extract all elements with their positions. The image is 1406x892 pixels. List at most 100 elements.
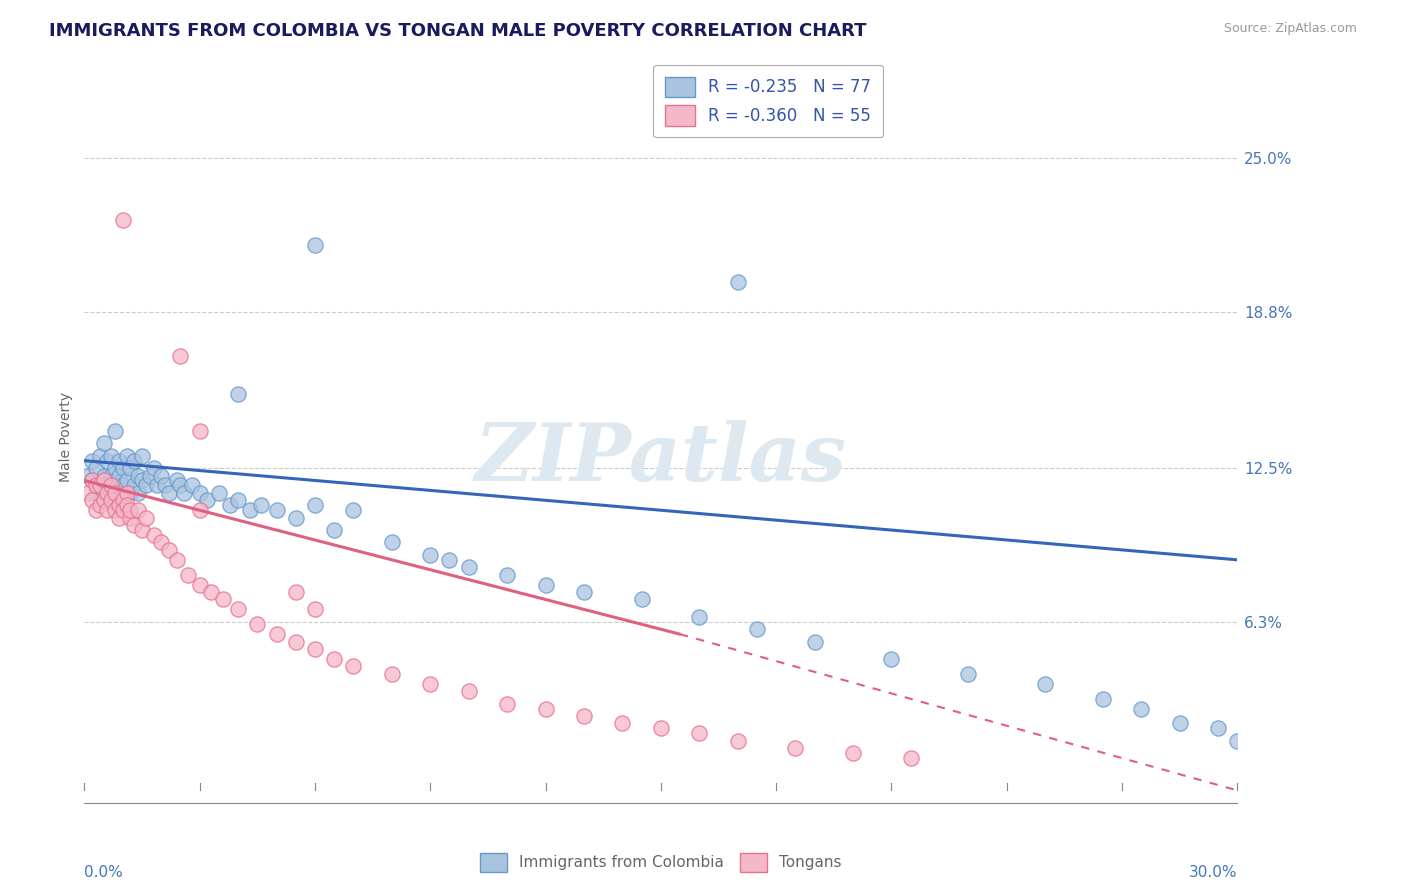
Point — [284, 510, 307, 524]
Point — [157, 542, 180, 557]
Legend: Immigrants from Colombia, Tongans: Immigrants from Colombia, Tongans — [474, 847, 848, 878]
Point — [127, 503, 149, 517]
Point — [419, 677, 441, 691]
Point — [80, 474, 103, 488]
Point — [89, 449, 111, 463]
Point — [188, 486, 211, 500]
Point — [120, 510, 142, 524]
Point — [135, 510, 157, 524]
Point — [785, 741, 807, 756]
Point — [100, 449, 122, 463]
Point — [111, 478, 134, 492]
Point — [496, 567, 519, 582]
Point — [323, 652, 346, 666]
Point — [142, 461, 165, 475]
Point — [120, 503, 142, 517]
Point — [115, 486, 138, 500]
Point — [80, 474, 103, 488]
Point — [166, 553, 188, 567]
Point — [534, 577, 557, 591]
Point — [100, 468, 122, 483]
Point — [239, 503, 262, 517]
Point — [419, 548, 441, 562]
Point — [93, 436, 115, 450]
Point — [108, 510, 131, 524]
Point — [342, 659, 364, 673]
Text: 0.0%: 0.0% — [84, 864, 124, 880]
Point — [266, 503, 288, 517]
Point — [104, 486, 127, 500]
Point — [246, 617, 269, 632]
Point — [1226, 734, 1249, 748]
Point — [96, 503, 118, 517]
Point — [900, 751, 922, 765]
Point — [131, 523, 153, 537]
Point — [127, 486, 149, 500]
Text: 30.0%: 30.0% — [1189, 864, 1237, 880]
Point — [80, 493, 103, 508]
Point — [727, 275, 749, 289]
Point — [188, 503, 211, 517]
Point — [304, 602, 326, 616]
Point — [108, 468, 131, 483]
Point — [108, 453, 131, 467]
Point — [226, 493, 249, 508]
Point — [104, 424, 127, 438]
Point — [534, 701, 557, 715]
Point — [96, 478, 118, 492]
Point — [157, 486, 180, 500]
Point — [803, 634, 825, 648]
Point — [131, 474, 153, 488]
Point — [100, 478, 122, 492]
Point — [131, 449, 153, 463]
Point — [650, 722, 672, 736]
Text: IMMIGRANTS FROM COLOMBIA VS TONGAN MALE POVERTY CORRELATION CHART: IMMIGRANTS FROM COLOMBIA VS TONGAN MALE … — [49, 22, 866, 40]
Point — [138, 468, 160, 483]
Point — [457, 684, 479, 698]
Point — [100, 493, 122, 508]
Point — [89, 498, 111, 512]
Point — [181, 478, 204, 492]
Point — [842, 746, 865, 760]
Point — [496, 697, 519, 711]
Point — [153, 478, 176, 492]
Point — [93, 493, 115, 508]
Point — [1206, 722, 1229, 736]
Point — [124, 478, 146, 492]
Point — [284, 634, 307, 648]
Point — [226, 602, 249, 616]
Point — [100, 486, 122, 500]
Point — [342, 503, 364, 517]
Point — [120, 486, 142, 500]
Point — [77, 468, 100, 483]
Point — [630, 592, 652, 607]
Point — [89, 478, 111, 492]
Point — [727, 734, 749, 748]
Point — [457, 560, 479, 574]
Point — [135, 478, 157, 492]
Point — [688, 726, 710, 740]
Point — [284, 585, 307, 599]
Point — [572, 585, 595, 599]
Point — [142, 528, 165, 542]
Point — [84, 503, 107, 517]
Point — [111, 493, 134, 508]
Point — [188, 577, 211, 591]
Point — [439, 553, 461, 567]
Point — [115, 474, 138, 488]
Point — [381, 535, 404, 549]
Point — [169, 350, 191, 364]
Point — [188, 424, 211, 438]
Point — [169, 478, 191, 492]
Point — [1033, 677, 1056, 691]
Point — [177, 567, 200, 582]
Point — [745, 622, 768, 636]
Point — [96, 486, 118, 500]
Point — [111, 503, 134, 517]
Point — [572, 709, 595, 723]
Point — [120, 461, 142, 475]
Point — [200, 585, 222, 599]
Point — [226, 386, 249, 401]
Point — [219, 498, 242, 512]
Point — [957, 666, 980, 681]
